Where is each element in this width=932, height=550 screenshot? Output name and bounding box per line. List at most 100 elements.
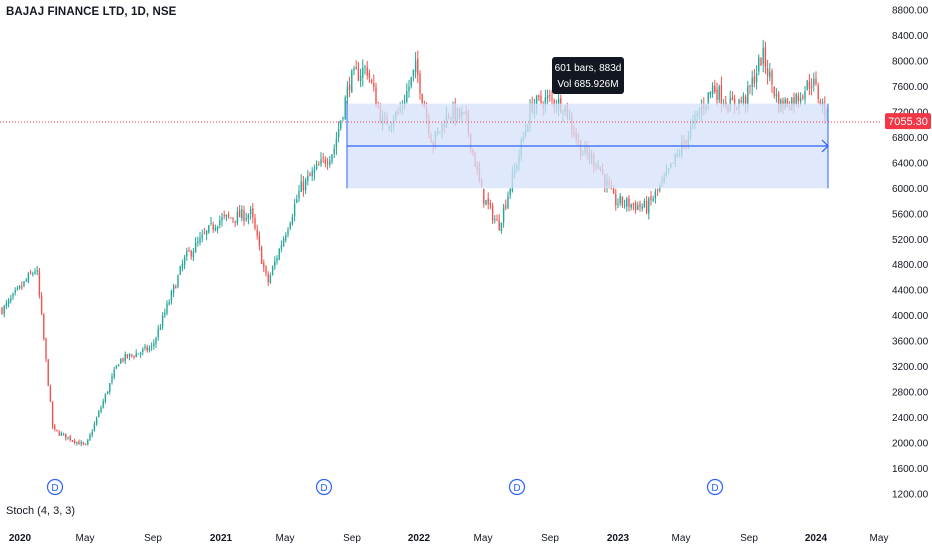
candle-body [245,217,247,220]
candle-body [263,262,265,268]
candle-body [168,302,170,305]
candle-body [744,96,747,105]
time-tick-label: 2023 [607,533,630,544]
candle-body [408,86,410,92]
candle-body [707,92,709,104]
candle-body [221,216,223,221]
candle-body [82,442,85,444]
candle-body [208,225,210,233]
candle-body [38,270,41,296]
candle-body [342,117,344,119]
candle-body [421,94,423,104]
candle-body [210,222,212,224]
candle-body [56,429,58,431]
candle-body [23,281,25,286]
candle-body [300,181,302,192]
candle-body [643,200,646,207]
candle-body [483,188,485,204]
time-tick-label: 2021 [210,533,233,544]
candle-body [252,207,254,218]
candle-body [40,295,43,315]
dividend-marker[interactable]: D [508,478,526,496]
candle-body [357,68,360,81]
candle-body [344,97,346,120]
candle-body [368,73,371,79]
candle-body [755,73,758,83]
candle-body [117,364,120,367]
candle-body [630,204,632,208]
price-tick-label: 2000.00 [892,439,929,450]
candle-body [93,423,96,432]
candle-body [104,394,107,402]
candle-body [804,91,806,100]
price-tick-label: 5200.00 [892,235,929,246]
candle-body [223,215,225,217]
candle-body [749,85,751,87]
candle-body [313,169,316,174]
time-tick-label: Sep [144,533,162,544]
price-tick-label: 8800.00 [892,6,929,17]
candle-body [164,312,166,316]
candle-body [188,250,190,252]
price-axis[interactable]: 1200.00 1600.00 2000.00 2400.00 2800.00 3200.… [892,6,929,501]
candle-body [615,193,617,205]
candle-body [623,205,626,207]
candle-body [819,101,822,105]
candle-body [795,94,797,105]
candle-body [54,426,56,430]
candle-body [161,315,164,327]
time-tick-label: Sep [343,533,361,544]
candle-body [307,175,309,181]
candle-body [12,293,14,298]
candle-body [282,238,285,247]
candle-body [641,206,643,209]
candle-body [137,353,140,355]
candle-body [419,73,421,94]
indicator-label[interactable]: Stoch (4, 3, 3) [6,505,76,517]
price-tick-label: 4000.00 [892,311,929,322]
candle-body [628,198,630,208]
candle-body [106,391,109,394]
candle-body [87,439,89,445]
candle-body [370,80,373,83]
candle-body [157,328,159,338]
candle-body [181,264,184,269]
candle-body [139,352,142,355]
candle-body [203,233,206,235]
candle-body [142,348,144,352]
price-tick-label: 3600.00 [892,337,929,348]
dividend-marker-label: D [711,483,718,494]
time-tick-label: May [276,533,295,544]
dividend-marker[interactable]: D [315,478,333,496]
candle-body [76,441,78,444]
candle-body [355,67,357,70]
candle-body [773,86,775,96]
candle-body [98,411,100,418]
candle-body [186,251,188,257]
time-axis[interactable]: 2020 May Sep 2021 May Sep 2022 May Sep 2023 May Sep… [9,533,889,544]
dividend-marker[interactable]: D [46,478,64,496]
price-tick-label: 4400.00 [892,286,929,297]
candle-body [656,189,659,191]
candle-body [78,441,80,445]
price-tick-label: 2800.00 [892,388,929,399]
candle-body [410,76,412,86]
candle-body [260,246,263,264]
candle-body [10,298,12,302]
candle-body [771,70,773,85]
price-range-measure[interactable] [346,100,829,189]
candle-body [170,291,173,302]
candle-body [194,242,197,253]
candle-body [500,222,503,231]
candle-body [47,359,49,386]
candle-body [318,164,320,166]
dividend-marker[interactable]: D [706,478,724,496]
price-tick-label: 7200.00 [892,107,929,118]
candle-body [236,211,239,224]
candle-body [155,337,157,345]
candle-body [496,219,498,221]
candle-body [80,442,82,445]
